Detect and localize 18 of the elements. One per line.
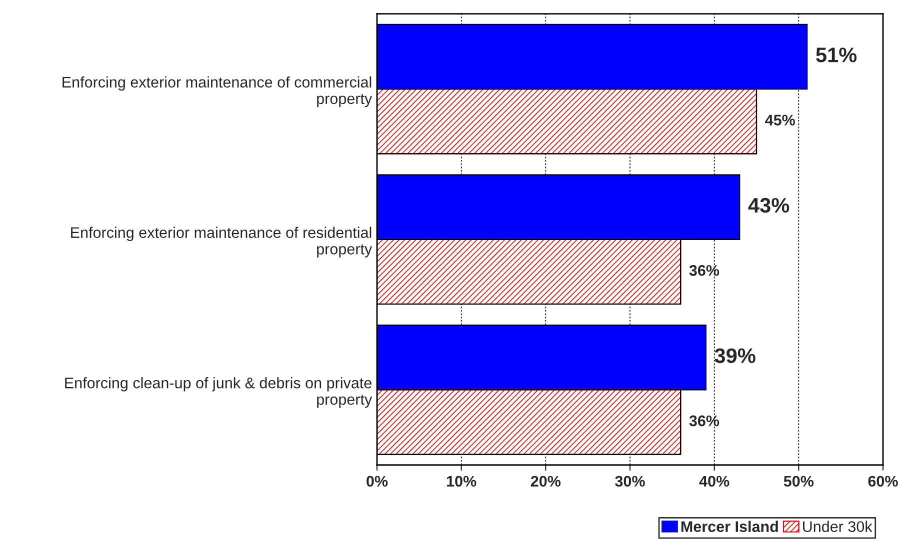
x-tick-label: 10% [447, 476, 476, 487]
x-tick-label: 30% [615, 476, 645, 487]
y-tick-label: Enforcing exterior maintenance of residential property [71, 226, 372, 258]
y-tick-label: Enforcing clean-up of junk & debris on private property [65, 377, 372, 408]
data-label: 45% [765, 114, 796, 126]
data-label: 51% [816, 48, 857, 62]
legend-label: Under 30k [803, 520, 872, 532]
data-label: 36% [689, 415, 720, 426]
y-tick-label: Enforcing exterior maintenance of commercial property [62, 76, 372, 108]
legend-label: Mercer Island [681, 520, 778, 532]
x-tick-label: 50% [784, 476, 814, 487]
x-tick-label: 20% [530, 476, 561, 487]
x-tick-label: 40% [699, 476, 730, 487]
data-label: 43% [748, 198, 790, 213]
data-label: 39% [714, 348, 756, 364]
x-tick-label: 0% [366, 476, 388, 487]
data-label: 36% [689, 265, 720, 276]
x-tick-label: 60% [868, 476, 898, 487]
